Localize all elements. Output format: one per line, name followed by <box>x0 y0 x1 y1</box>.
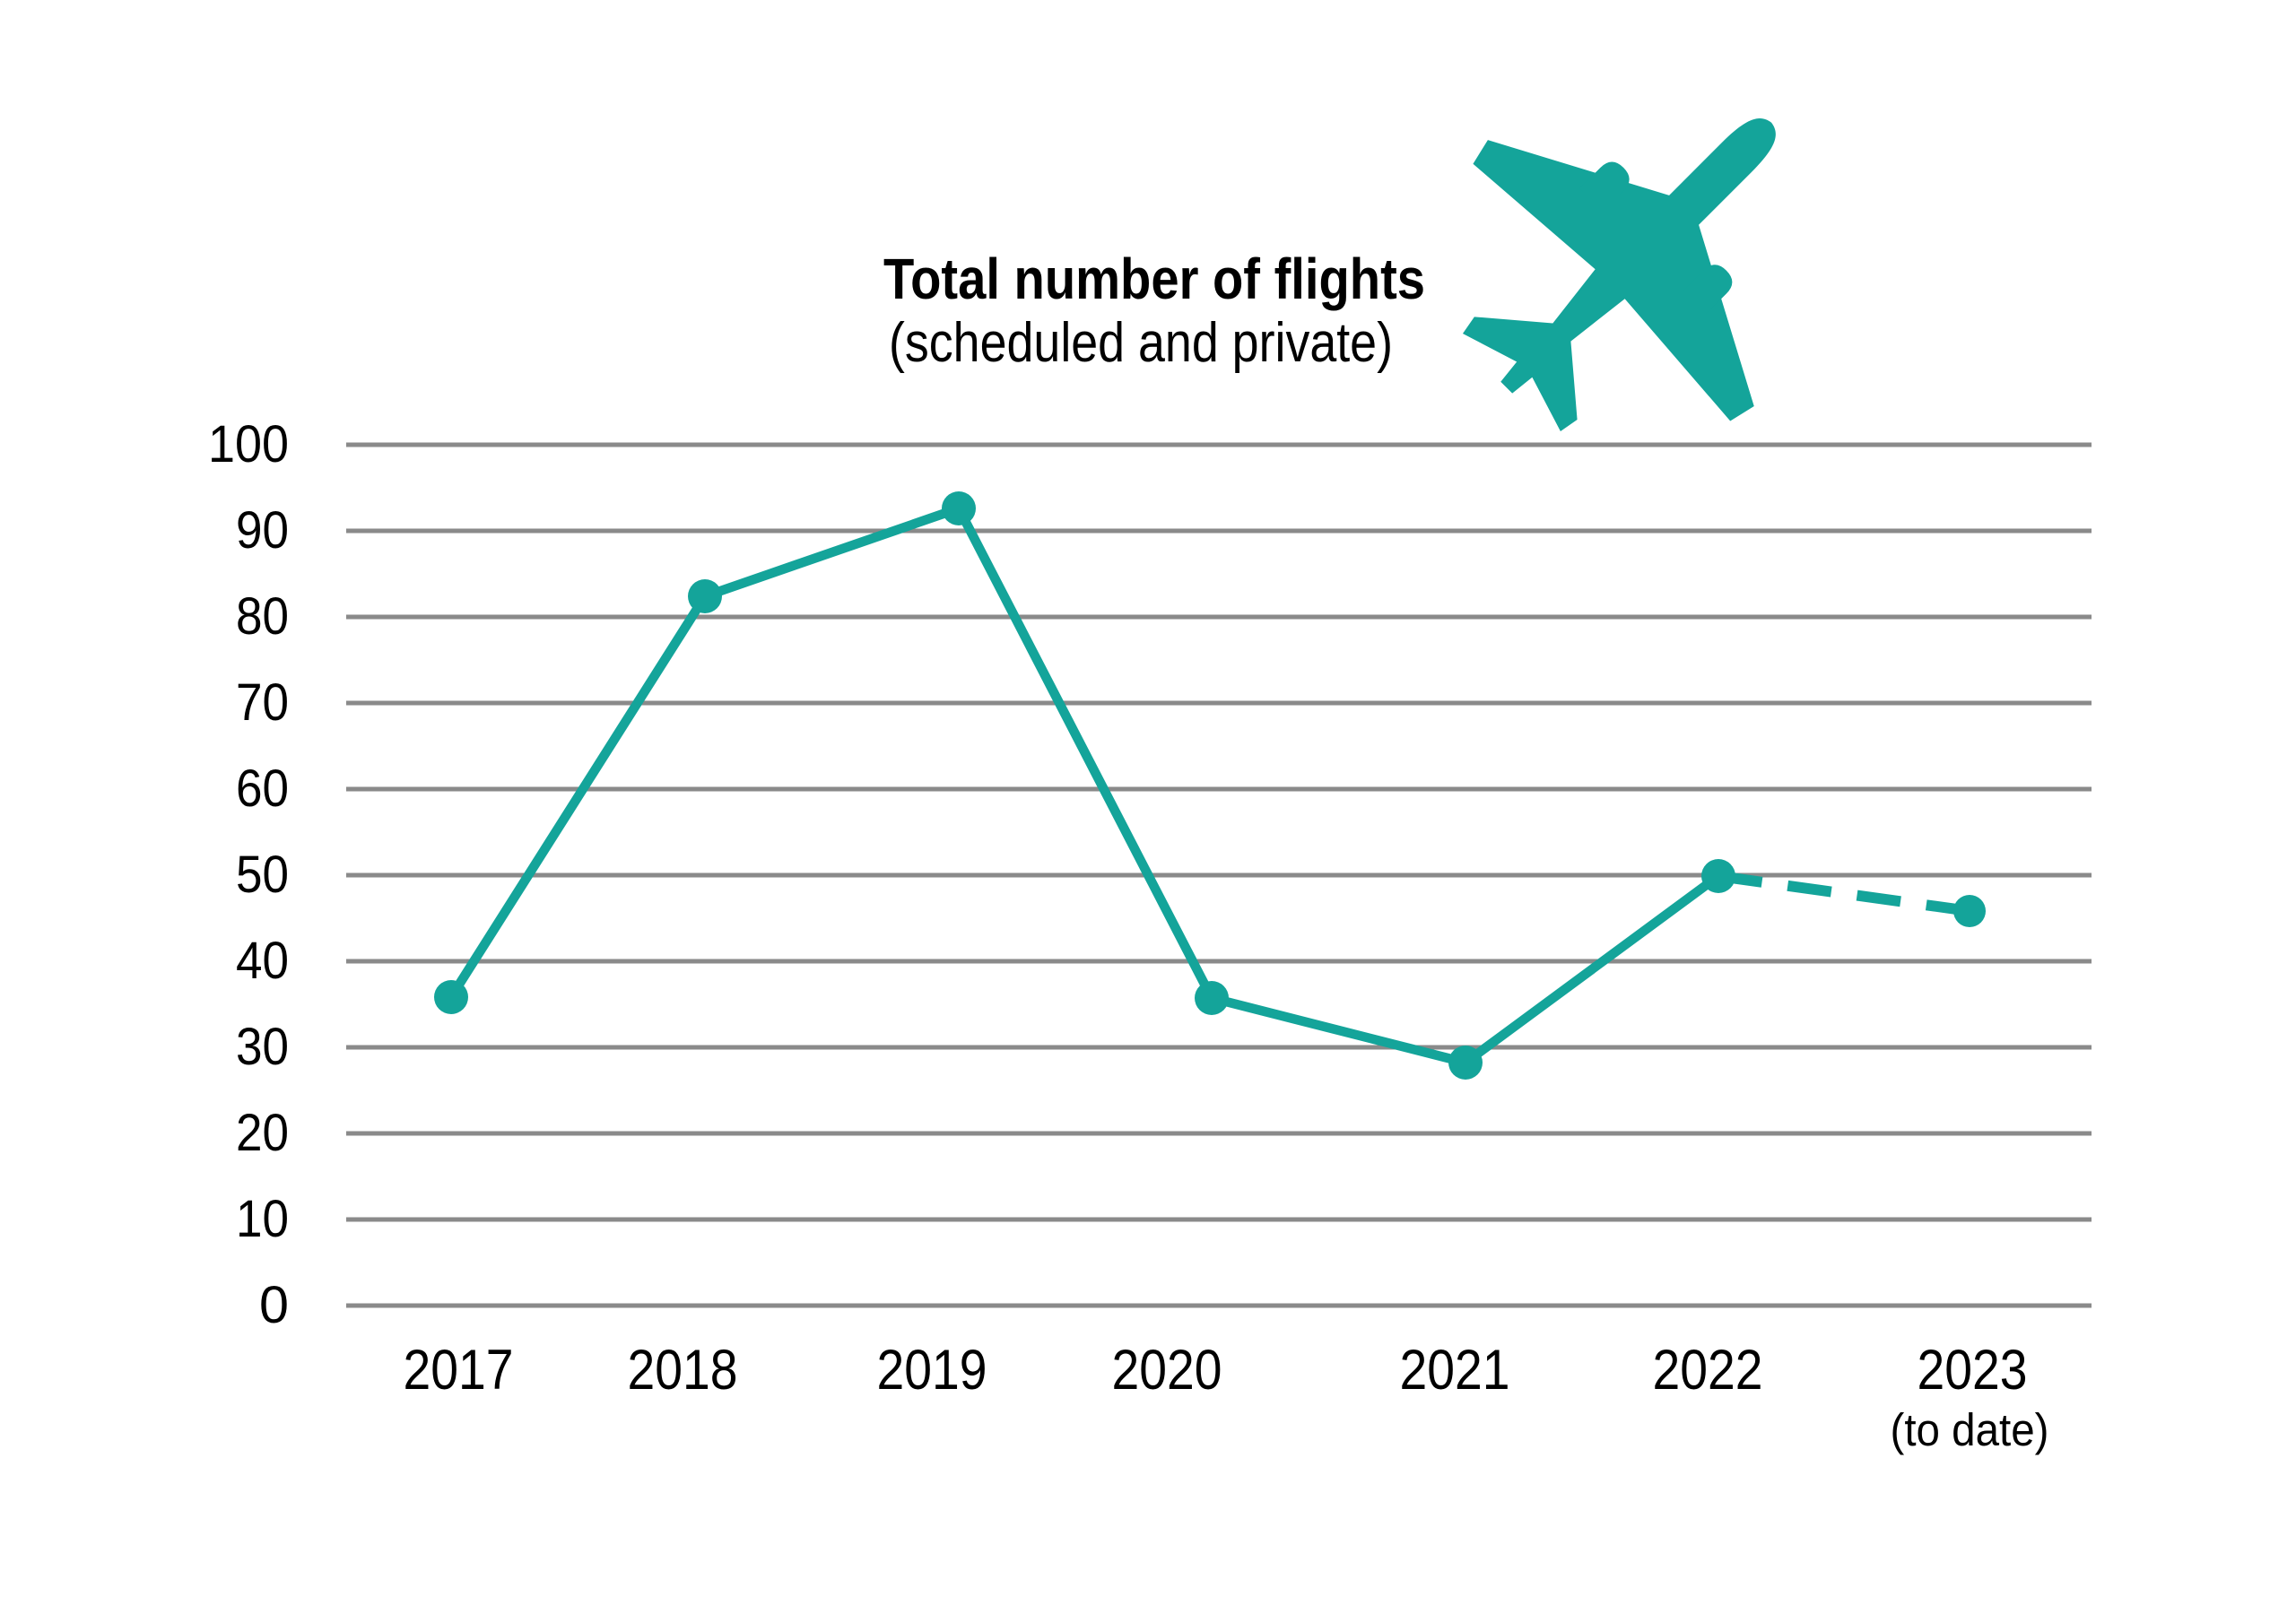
svg-text:50: 50 <box>236 846 289 904</box>
svg-text:0: 0 <box>259 1276 289 1334</box>
svg-text:(to date): (to date) <box>1891 1404 2049 1455</box>
svg-text:2020: 2020 <box>1112 1339 1222 1402</box>
svg-text:30: 30 <box>236 1018 289 1076</box>
svg-text:20: 20 <box>236 1104 289 1162</box>
svg-text:2018: 2018 <box>628 1339 738 1402</box>
svg-text:40: 40 <box>236 932 289 990</box>
svg-text:90: 90 <box>236 501 289 560</box>
svg-text:2019: 2019 <box>877 1339 987 1402</box>
svg-text:100: 100 <box>208 415 289 473</box>
svg-text:2022: 2022 <box>1653 1339 1763 1402</box>
svg-text:10: 10 <box>236 1190 289 1248</box>
svg-text:(scheduled and private): (scheduled and private) <box>889 312 1393 374</box>
svg-text:80: 80 <box>236 587 289 646</box>
svg-text:Total number of flights: Total number of flights <box>883 247 1425 311</box>
svg-text:2023: 2023 <box>1918 1339 2028 1402</box>
svg-text:2021: 2021 <box>1400 1339 1510 1402</box>
svg-text:2017: 2017 <box>404 1339 514 1402</box>
svg-text:70: 70 <box>236 673 289 732</box>
svg-text:60: 60 <box>236 759 289 818</box>
